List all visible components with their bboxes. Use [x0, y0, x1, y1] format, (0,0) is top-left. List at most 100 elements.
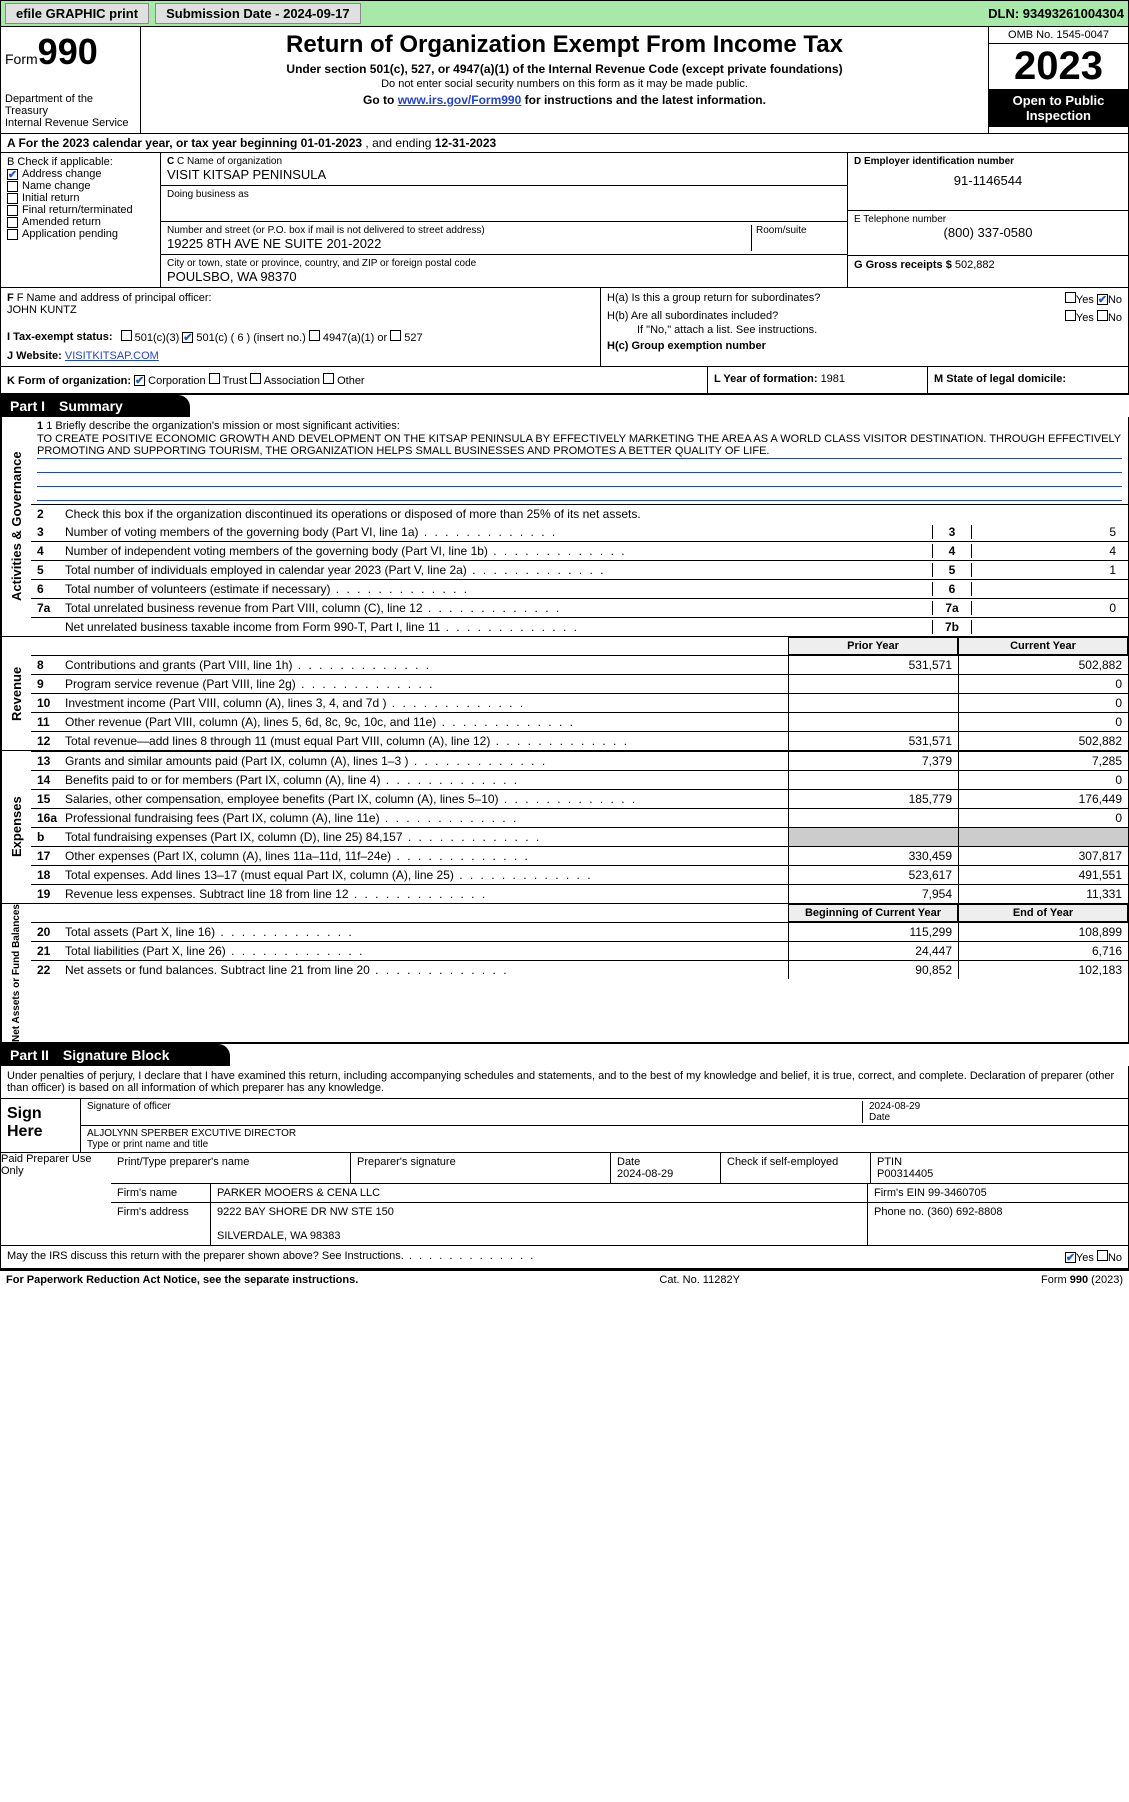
prior-val [788, 771, 958, 789]
prior-val [788, 713, 958, 731]
current-val: 0 [958, 771, 1128, 789]
tax-status-check[interactable] [182, 332, 193, 343]
website-link[interactable]: VISITKITSAP.COM [65, 350, 159, 362]
fin-line-text: Other expenses (Part IX, column (A), lin… [59, 847, 788, 865]
line1-label: 1 1 Briefly describe the organization's … [37, 420, 1122, 432]
check-item[interactable]: Name change [7, 180, 154, 192]
part2-header: Part IISignature Block [0, 1044, 230, 1066]
sig-officer-label: Signature of officer [87, 1101, 862, 1123]
footer-right: Form 990 (2023) [1041, 1274, 1123, 1286]
row-j-label: J Website: [7, 350, 62, 362]
ptin-label: PTIN [877, 1156, 902, 1168]
room-label: Room/suite [756, 225, 841, 236]
firm-phone-val: (360) 692-8808 [927, 1206, 1002, 1218]
firm-addr2: SILVERDALE, WA 98383 [217, 1230, 341, 1242]
gov-line-text: Total number of volunteers (estimate if … [65, 582, 932, 596]
current-val: 502,882 [958, 732, 1128, 750]
form-org-check[interactable] [250, 373, 261, 384]
hb-no-check[interactable] [1097, 310, 1108, 321]
check-self-employed: Check if self-employed [721, 1153, 871, 1183]
gov-line-text: Total unrelated business revenue from Pa… [65, 601, 932, 615]
firm-name-label: Firm's name [111, 1184, 211, 1202]
box-d-label: D Employer identification number [854, 156, 1122, 167]
section-b-grid: B Check if applicable: Address changeNam… [0, 153, 1129, 288]
current-val: 0 [958, 809, 1128, 827]
prior-val: 24,447 [788, 942, 958, 960]
fin-line-text: Investment income (Part VIII, column (A)… [59, 694, 788, 712]
fin-line-text: Program service revenue (Part VIII, line… [59, 675, 788, 693]
fin-line-text: Professional fundraising fees (Part IX, … [59, 809, 788, 827]
top-bar: efile GRAPHIC print Submission Date - 20… [0, 0, 1129, 27]
discuss-yes-check[interactable] [1065, 1252, 1076, 1263]
tax-status-check[interactable] [121, 330, 132, 341]
fin-line-text: Total assets (Part X, line 16) [59, 923, 788, 941]
paid-preparer-label: Paid Preparer Use Only [1, 1153, 111, 1245]
gov-line-val: 4 [972, 544, 1122, 558]
main-title: Return of Organization Exempt From Incom… [149, 31, 980, 59]
check-item[interactable]: Address change [7, 168, 154, 180]
sig-date-label: Date [869, 1112, 890, 1123]
gov-line-text: Number of voting members of the governin… [65, 525, 932, 539]
fin-line-text: Net assets or fund balances. Subtract li… [59, 961, 788, 979]
footer-center: Cat. No. 11282Y [659, 1274, 740, 1286]
hb-label: H(b) Are all subordinates included? [607, 310, 778, 324]
firm-addr-label: Firm's address [111, 1203, 211, 1245]
form-org-check[interactable] [134, 375, 145, 386]
check-item[interactable]: Application pending [7, 228, 154, 240]
prior-val: 330,459 [788, 847, 958, 865]
tax-status-check[interactable] [309, 330, 320, 341]
prep-sig-label: Preparer's signature [351, 1153, 611, 1183]
phone-val: (800) 337-0580 [854, 225, 1122, 240]
check-item[interactable]: Amended return [7, 216, 154, 228]
ha-yes-check[interactable] [1065, 292, 1076, 303]
form-org-check[interactable] [209, 373, 220, 384]
submission-date-btn[interactable]: Submission Date - 2024-09-17 [155, 3, 361, 24]
gov-line-val [972, 582, 1122, 596]
gov-line-text: Number of independent voting members of … [65, 544, 932, 558]
prior-val: 90,852 [788, 961, 958, 979]
firm-name-val: PARKER MOOERS & CENA LLC [211, 1184, 868, 1202]
box-g-label: G Gross receipts $ [854, 259, 955, 271]
hc-label: H(c) Group exemption number [607, 340, 1122, 352]
firm-addr1: 9222 BAY SHORE DR NW STE 150 [217, 1206, 394, 1218]
prep-date-label: Date [617, 1156, 640, 1168]
tax-status-check[interactable] [390, 330, 401, 341]
exp-vlabel: Expenses [1, 751, 31, 903]
box-f-label: F F Name and address of principal office… [7, 292, 594, 304]
signature-block: Under penalties of perjury, I declare th… [0, 1066, 1129, 1269]
ha-label: H(a) Is this a group return for subordin… [607, 292, 820, 306]
tax-year: 2023 [989, 44, 1128, 89]
form-header: Form990 Department of the TreasuryIntern… [0, 27, 1129, 134]
prior-val: 523,617 [788, 866, 958, 884]
ha-no-check[interactable] [1097, 294, 1108, 305]
part1-header: Part ISummary [0, 395, 190, 417]
na-vlabel: Net Assets or Fund Balances [1, 904, 31, 1042]
l-label: L Year of formation: [714, 373, 821, 385]
fin-line-text: Salaries, other compensation, employee b… [59, 790, 788, 808]
firm-ein-val: 99-3460705 [928, 1187, 987, 1199]
current-val: 491,551 [958, 866, 1128, 884]
public-inspection-badge: Open to Public Inspection [989, 89, 1128, 127]
section-a: A For the 2023 calendar year, or tax yea… [0, 134, 1129, 153]
discuss-no-check[interactable] [1097, 1250, 1108, 1261]
check-item[interactable]: Final return/terminated [7, 204, 154, 216]
dept-label: Department of the TreasuryInternal Reven… [5, 93, 136, 129]
city-label: City or town, state or province, country… [167, 258, 841, 269]
box-c-label: C C Name of organization [167, 156, 841, 167]
current-val: 502,882 [958, 656, 1128, 674]
begin-year-hdr: Beginning of Current Year [788, 904, 958, 922]
fin-line-text: Benefits paid to or for members (Part IX… [59, 771, 788, 789]
irs-link[interactable]: www.irs.gov/Form990 [398, 93, 522, 107]
line2-text: Check this box if the organization disco… [65, 507, 1122, 521]
gov-line-val: 0 [972, 601, 1122, 615]
gross-receipts: 502,882 [955, 259, 995, 271]
prior-val: 185,779 [788, 790, 958, 808]
form-org-check[interactable] [323, 373, 334, 384]
current-val: 307,817 [958, 847, 1128, 865]
efile-btn[interactable]: efile GRAPHIC print [5, 3, 149, 24]
hb-yes-check[interactable] [1065, 310, 1076, 321]
current-val: 7,285 [958, 752, 1128, 770]
check-item[interactable]: Initial return [7, 192, 154, 204]
fin-line-text: Contributions and grants (Part VIII, lin… [59, 656, 788, 674]
fin-line-text: Total fundraising expenses (Part IX, col… [59, 828, 788, 846]
